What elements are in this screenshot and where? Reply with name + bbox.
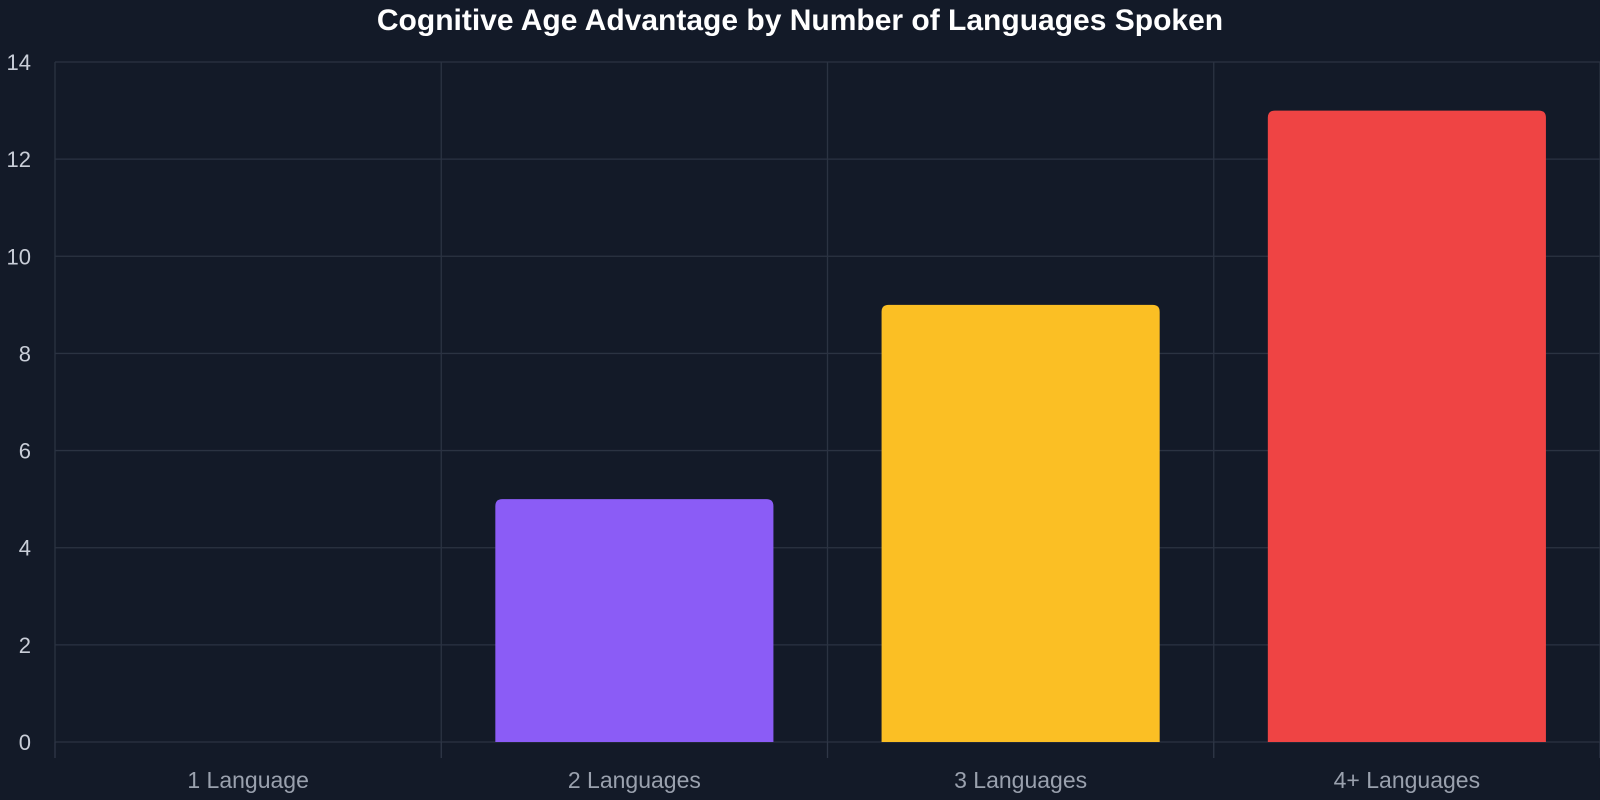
bars — [495, 110, 1546, 743]
grid-lines — [54, 61, 1600, 743]
chart-title: Cognitive Age Advantage by Number of Lan… — [377, 4, 1223, 37]
y-tick-label: 10 — [7, 244, 31, 269]
y-tick-label: 14 — [7, 50, 31, 75]
y-tick-label: 12 — [7, 147, 31, 172]
x-tick-label: 1 Language — [187, 767, 309, 793]
x-tick-label: 3 Languages — [954, 767, 1087, 793]
bar-4-languages — [1267, 110, 1546, 743]
y-tick-label: 4 — [19, 536, 31, 561]
y-tick-label: 2 — [19, 633, 31, 658]
y-tick-label: 6 — [19, 439, 31, 464]
x-tick-label: 4+ Languages — [1334, 767, 1480, 793]
y-tick-label: 8 — [19, 341, 31, 366]
y-tick-label: 0 — [19, 730, 31, 755]
bar-2-languages — [495, 499, 774, 742]
y-axis: 0 2 4 6 8 10 12 14 — [7, 50, 31, 755]
bar-3-languages — [881, 304, 1160, 742]
x-axis: 1 Language 2 Languages 3 Languages 4+ Langu… — [54, 742, 1600, 793]
x-tick-label: 2 Languages — [568, 767, 701, 793]
